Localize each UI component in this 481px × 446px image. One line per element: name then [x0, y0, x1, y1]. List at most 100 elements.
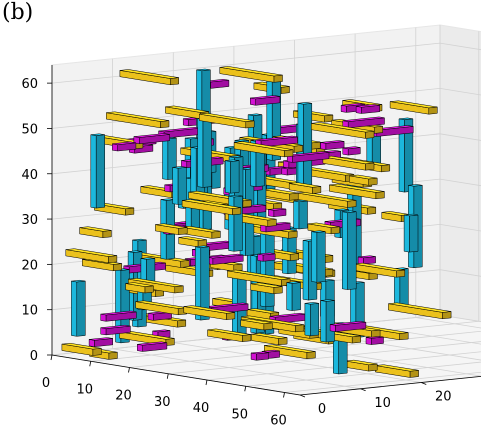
- y-tick-label: 0: [318, 402, 326, 417]
- voxel-box: [329, 183, 385, 200]
- voxel-face-top: [225, 159, 240, 162]
- voxel-face-top: [358, 255, 376, 259]
- voxel-face-top: [119, 69, 179, 79]
- voxel-box: [100, 310, 137, 322]
- voxel-face-side: [160, 120, 170, 129]
- voxel-face-top: [100, 324, 131, 329]
- voxel-face-side: [367, 206, 377, 215]
- voxel-box: [172, 166, 187, 205]
- voxel-face-top: [207, 253, 244, 259]
- voxel-box: [155, 223, 188, 235]
- voxel-face-side: [409, 370, 419, 378]
- voxel-face-front: [286, 282, 293, 311]
- voxel-face-front: [162, 137, 169, 180]
- voxel-box: [342, 146, 361, 156]
- voxel-box: [199, 113, 255, 129]
- voxel-box: [250, 351, 269, 361]
- voxel-face-top: [112, 141, 136, 145]
- voxel-face-top: [247, 308, 279, 314]
- voxel-face-front: [293, 200, 300, 230]
- voxel-face-top: [251, 333, 288, 339]
- voxel-face-top: [404, 213, 419, 217]
- voxel-box: [329, 321, 367, 332]
- voxel-box: [286, 151, 330, 163]
- voxel-face-side: [202, 118, 212, 188]
- voxel-face-top: [89, 337, 113, 341]
- voxel-box: [79, 226, 112, 238]
- voxel-face-top: [330, 321, 366, 326]
- voxel-face-front: [250, 352, 257, 361]
- voxel-face-top: [320, 140, 345, 144]
- voxel-face-top: [255, 135, 298, 141]
- voxel-face-top: [304, 302, 319, 305]
- voxel-face-top: [133, 133, 170, 138]
- voxel-face-side: [233, 195, 243, 252]
- voxel-box: [268, 207, 287, 217]
- voxel-face-side: [399, 332, 409, 341]
- voxel-face-side: [289, 192, 299, 201]
- voxel-face-front: [71, 280, 78, 337]
- voxel-box: [251, 333, 288, 346]
- voxel-face-side: [365, 130, 375, 139]
- voxel-face-top: [207, 328, 251, 336]
- voxel-face-top: [257, 252, 276, 256]
- voxel-face-side: [211, 230, 221, 239]
- z-tick-label: 40: [21, 168, 38, 183]
- voxel-face-front: [302, 240, 309, 301]
- voxel-face-top: [182, 199, 241, 209]
- y-tick: [421, 382, 427, 385]
- voxel-face-side: [442, 311, 452, 320]
- voxel-face-top: [128, 250, 143, 253]
- z-tick-label: 10: [21, 304, 38, 319]
- voxel-face-top: [180, 225, 221, 233]
- tick-labels: 010203040506001020304050600102030405060: [21, 77, 451, 428]
- voxel-face-side: [311, 141, 321, 150]
- voxel-face-side: [375, 191, 385, 200]
- voxel-face-top: [408, 184, 423, 187]
- x-tick: [283, 392, 285, 398]
- x-tick-label: 0: [42, 376, 50, 391]
- x-tick: [205, 379, 208, 386]
- voxel-face-top: [342, 116, 385, 122]
- voxel-box: [181, 199, 242, 216]
- y-tick: [299, 394, 306, 398]
- voxel-box: [61, 343, 102, 356]
- voxel-box: [311, 230, 326, 283]
- grid-line-x: [245, 361, 481, 387]
- voxel-box: [355, 104, 380, 114]
- voxel-face-top: [250, 282, 283, 288]
- voxel-face-side: [371, 329, 381, 338]
- z-tick-label: 30: [21, 213, 38, 228]
- voxel-face-side: [316, 231, 326, 283]
- x-tick-label: 30: [154, 395, 171, 410]
- voxel-face-front: [100, 313, 107, 322]
- voxel-face-side: [293, 145, 303, 153]
- voxel-face-front: [197, 118, 204, 188]
- voxel-box: [365, 335, 384, 345]
- voxel-face-top: [286, 281, 301, 284]
- voxel-face-top: [390, 100, 438, 109]
- voxel-box: [112, 141, 137, 152]
- voxel-box: [224, 159, 240, 194]
- voxel-face-side: [409, 214, 419, 253]
- grid-line-x: [168, 341, 481, 375]
- voxel-face-top: [195, 245, 210, 248]
- voxel-face-top: [297, 191, 357, 202]
- voxel-face-top: [228, 194, 243, 198]
- voxel-face-front: [281, 167, 288, 176]
- voxel-face-side: [180, 260, 190, 268]
- voxel-face-top: [297, 102, 312, 105]
- voxel-face-top: [165, 105, 209, 113]
- voxel-face-side: [108, 255, 118, 264]
- voxel-face-side: [347, 200, 357, 208]
- voxel-face-top: [311, 122, 375, 133]
- voxel-face-side: [267, 218, 277, 227]
- z-tick-label: 60: [21, 77, 38, 92]
- voxel-box: [207, 328, 252, 342]
- voxel-face-side: [284, 149, 294, 158]
- voxel-face-side: [298, 200, 308, 230]
- voxel-face-side: [278, 337, 288, 346]
- voxel-face-top: [229, 155, 244, 158]
- grid-line-y: [112, 58, 361, 390]
- voxel-face-front: [224, 160, 231, 194]
